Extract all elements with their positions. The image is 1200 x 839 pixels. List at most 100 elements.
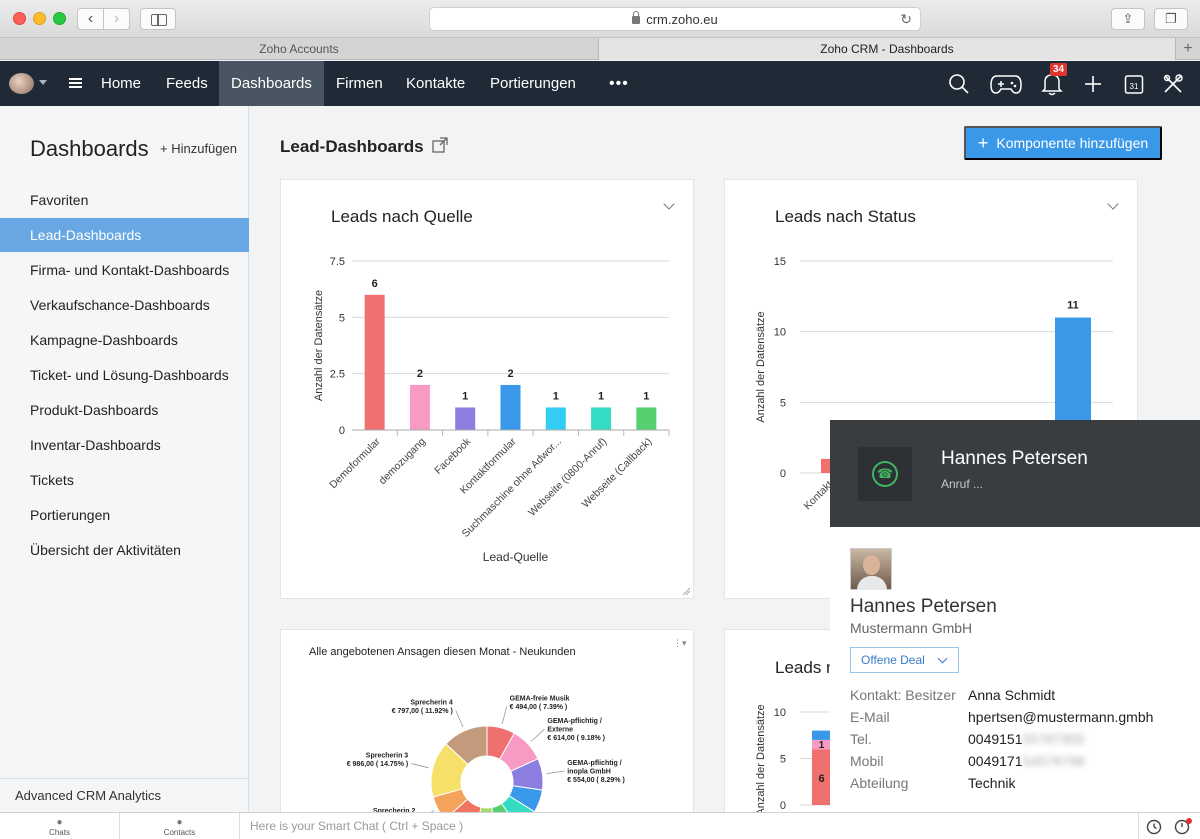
contact-field-row: Kontakt: Besitzer Anna Schmidt [850, 687, 1190, 707]
nav-home[interactable]: Home [101, 75, 142, 92]
y-tick-label: 0 [780, 468, 786, 480]
person-icon: ● [176, 816, 183, 828]
bar [591, 407, 612, 430]
back-icon[interactable]: ‹ [87, 10, 94, 27]
new-tab-icon[interactable]: + [1175, 38, 1200, 60]
bar-chart-leads-quelle: 0 2.5 5 7.5 Anzahl der Datensätze 6 Demoformul… [313, 256, 670, 564]
tab-zoho-accounts[interactable]: Zoho Accounts [0, 38, 599, 60]
nav-portierungen[interactable]: Portierungen [490, 75, 576, 92]
gamification-icon[interactable] [990, 71, 1022, 97]
divider [1138, 813, 1139, 839]
slice-label: € 614,00 ( 9.18% ) [547, 735, 605, 742]
open-deal-dropdown[interactable]: Offene Deal [850, 647, 959, 673]
slice-label: € 986,00 ( 14.75% ) [347, 761, 409, 768]
bar [636, 407, 657, 430]
tab-zoho-crm-dashboards[interactable]: Zoho CRM - Dashboards [599, 38, 1175, 60]
slice-label: Sprecherin 3 [366, 753, 409, 760]
org-logo-icon[interactable] [9, 73, 34, 94]
plus-icon[interactable] [1083, 71, 1103, 97]
leader-line [455, 710, 464, 728]
x-tick-label: Demoformular [327, 435, 383, 491]
field-label: Mobil [850, 753, 884, 769]
calendar-icon[interactable]: 31 [1124, 71, 1144, 97]
slice-label: GEMA-freie Musik [510, 696, 570, 703]
contacts-tab[interactable]: ● Contacts [120, 813, 240, 839]
chevron-down-icon[interactable] [39, 80, 47, 85]
slice-label: Externe [547, 727, 573, 734]
sidebar-item-ticket-loesung[interactable]: Ticket- und Lösung-Dashboards [30, 367, 229, 383]
clock-icon[interactable] [1173, 817, 1193, 839]
field-value[interactable]: hpertsen@mustermann.gmbh [968, 709, 1154, 725]
browser-titlebar: ‹ › crm.zoho.eu ↻ ⇪ ❐ [0, 0, 1200, 38]
y-axis-label: Anzahl der Datensätze [755, 311, 767, 422]
contact-field-row: E-Mail hpertsen@mustermann.gmbh [850, 709, 1190, 729]
sidebar-item-portierungen[interactable]: Portierungen [30, 507, 111, 523]
field-value[interactable]: 004915155787955 [968, 731, 1085, 747]
sidebar-title: Dashboards [30, 136, 149, 161]
bar-value-label: 11 [1067, 300, 1079, 312]
tabs-overview-icon[interactable]: ❐ [1154, 8, 1188, 30]
alarm-clock-icon[interactable] [1145, 817, 1163, 839]
setup-tools-icon[interactable] [1162, 71, 1184, 97]
card-leads-nach-quelle: Leads nach Quelle 0 2.5 5 7.5 Anzahl der Dat… [280, 179, 694, 599]
caller-contact-card: Hannes Petersen Mustermann GmbH Offene D… [830, 527, 1200, 812]
address-bar[interactable]: crm.zoho.eu ↻ [429, 7, 921, 31]
add-dashboard-link[interactable]: + Hinzufügen [160, 141, 237, 156]
external-link-icon[interactable] [432, 137, 448, 153]
nav-kontakte[interactable]: Kontakte [406, 75, 466, 92]
donut-chart-ansagen: GEMA-freie Musik€ 494,00 ( 7.39% ) GEMA-p… [347, 696, 625, 830]
contact-company[interactable]: Mustermann GmbH [850, 620, 973, 636]
chat-bubble-icon: ● [56, 816, 63, 828]
chart-title: Leads nach Status [775, 207, 916, 226]
nav-dashboards[interactable]: Dashboards [219, 61, 324, 106]
sidebar-toggle-icon[interactable] [140, 8, 176, 30]
search-icon[interactable] [948, 71, 970, 97]
sidebar-item-lead-dashboards[interactable]: Lead-Dashboards [0, 218, 249, 252]
sidebar-item-verkaufschance[interactable]: Verkaufschance-Dashboards [30, 297, 210, 313]
y-tick-label: 15 [774, 256, 786, 268]
y-tick-label: 2.5 [330, 369, 345, 381]
resize-handle-icon[interactable] [681, 586, 691, 596]
y-axis-label: Anzahl der Datensätze [755, 704, 767, 815]
contact-name[interactable]: Hannes Petersen [850, 596, 997, 617]
field-value[interactable]: 004917154578798 [968, 753, 1085, 769]
reload-icon[interactable]: ↻ [900, 11, 912, 27]
chart-title: Alle angebotenen Ansagen diesen Monat - … [309, 646, 576, 658]
maximize-window-icon[interactable] [53, 12, 66, 25]
minimize-window-icon[interactable] [33, 12, 46, 25]
sidebar-item-tickets[interactable]: Tickets [30, 472, 74, 488]
bar-value-label: 1 [819, 740, 825, 751]
close-window-icon[interactable] [13, 12, 26, 25]
add-component-button[interactable]: + Komponente hinzufügen [964, 126, 1162, 160]
bar-segment [812, 749, 831, 805]
bar-value-label: 2 [507, 368, 513, 380]
chats-tab[interactable]: ● Chats [0, 813, 120, 839]
sidebar-item-inventar[interactable]: Inventar-Dashboards [30, 437, 161, 453]
nav-firmen[interactable]: Firmen [336, 75, 383, 92]
menu-icon[interactable] [69, 78, 82, 88]
phone-redacted: 55787955 [1022, 731, 1085, 747]
advanced-analytics-link[interactable]: Advanced CRM Analytics [0, 778, 249, 812]
svg-text:31: 31 [1130, 82, 1139, 91]
plus-icon: + [977, 133, 989, 153]
sidebar-item-firma-kontakt[interactable]: Firma- und Kontakt-Dashboards [30, 262, 230, 278]
sidebar-item-aktivitaeten[interactable]: Übersicht der Aktivitäten [30, 542, 181, 558]
forward-icon[interactable]: › [103, 9, 129, 29]
bar-value-label: 1 [462, 390, 468, 402]
incoming-call-panel: ☎ Hannes Petersen Anruf ... [830, 420, 1200, 527]
more-icon[interactable]: ••• [609, 75, 629, 92]
nav-feeds[interactable]: Feeds [166, 75, 208, 92]
sidebar-item-kampagne[interactable]: Kampagne-Dashboards [30, 332, 178, 348]
mobile-prefix: 0049171 [968, 753, 1023, 769]
chats-label: Chats [49, 827, 70, 837]
sidebar-item-favoriten[interactable]: Favoriten [30, 192, 89, 208]
slice-label: Sprecherin 4 [410, 700, 453, 707]
field-label: E-Mail [850, 709, 890, 725]
card-options-icon[interactable]: ⋮▾ [673, 638, 687, 648]
phone-icon: ☎ [872, 461, 898, 487]
sidebar-item-produkt[interactable]: Produkt-Dashboards [30, 402, 159, 418]
share-icon[interactable]: ⇪ [1111, 8, 1145, 30]
smart-chat-input[interactable]: Here is your Smart Chat ( Ctrl + Space ) [250, 819, 464, 833]
call-status: Anruf ... [941, 477, 984, 491]
answer-call-button[interactable]: ☎ [858, 447, 912, 501]
